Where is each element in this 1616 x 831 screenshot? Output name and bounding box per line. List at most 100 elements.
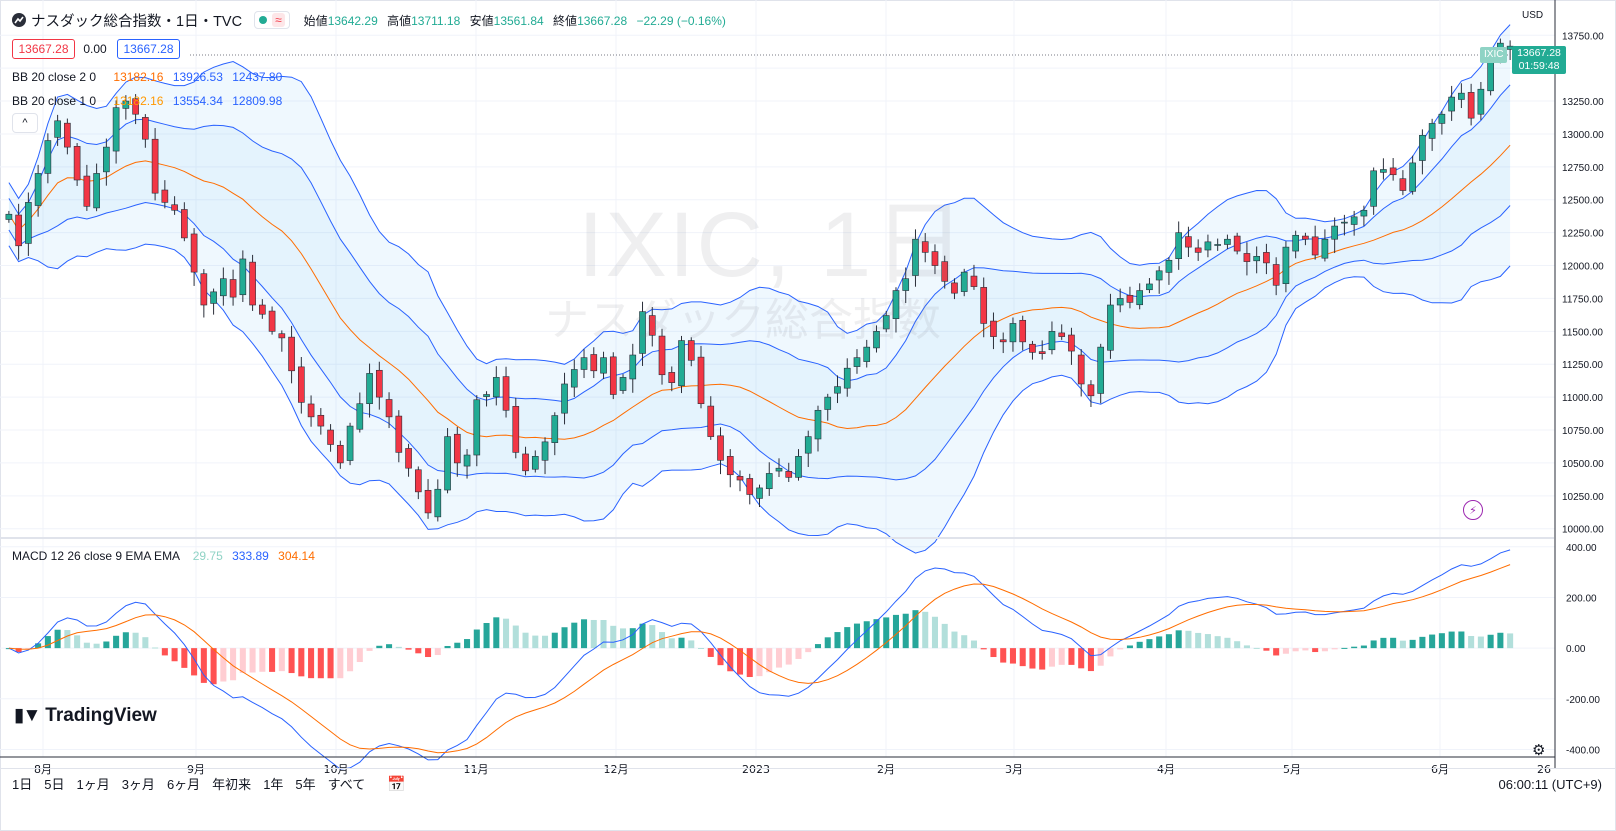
candle-body xyxy=(1194,247,1202,253)
candle-body xyxy=(902,278,910,291)
candle-body xyxy=(268,310,276,332)
candle-body xyxy=(863,346,871,362)
candle-body xyxy=(843,367,851,389)
bb1-legend[interactable]: BB 20 close 1 0 13182.16 13554.34 12809.… xyxy=(12,94,283,108)
time-tick-label: 9月 xyxy=(187,763,205,776)
bb2-legend[interactable]: BB 20 close 2 0 13182.16 13926.53 12437.… xyxy=(12,70,283,84)
candle-body xyxy=(590,354,598,372)
macd-hist-bar xyxy=(464,639,471,649)
tf-1m[interactable]: 1ヶ月 xyxy=(76,777,110,792)
calendar-range-icon[interactable]: 📅 xyxy=(387,775,406,793)
market-status-pill[interactable]: ≈ xyxy=(254,11,290,29)
change-value: −22.29 (−0.16%) xyxy=(636,13,726,28)
candle-body xyxy=(717,435,724,461)
timeframe-selector: 1日 5日 1ヶ月 3ヶ月 6ヶ月 年初来 1年 5年 すべて 📅 xyxy=(12,774,418,793)
macd-hist-bar xyxy=(756,648,763,677)
candle-body xyxy=(1302,235,1309,240)
macd-hist-bar xyxy=(347,648,354,672)
macd-hist-bar xyxy=(220,648,227,682)
macd-hist-bar xyxy=(649,625,656,649)
candle-body xyxy=(668,372,676,383)
candle-body xyxy=(54,120,61,138)
macd-hist-bar xyxy=(366,648,373,651)
candle-body xyxy=(288,336,295,372)
tf-all[interactable]: すべて xyxy=(327,777,366,792)
macd-hist-bar xyxy=(210,648,217,685)
lightning-icon[interactable]: ⚡ xyxy=(1463,500,1483,520)
candle-body xyxy=(239,258,247,296)
candle-body xyxy=(356,403,364,430)
candle-body xyxy=(375,369,383,398)
macd-hist-bar xyxy=(200,648,207,683)
macd-hist-bar xyxy=(1078,648,1085,669)
tf-ytd[interactable]: 年初来 xyxy=(212,777,252,792)
candle-body xyxy=(873,331,880,349)
candle-body xyxy=(453,433,461,464)
clock-readout[interactable]: 06:00:11 (UTC+9) xyxy=(1498,777,1602,792)
candle-body xyxy=(541,441,549,461)
tf-5y[interactable]: 5年 xyxy=(295,777,316,792)
candle-body xyxy=(161,189,169,203)
bottom-toolbar xyxy=(0,768,1616,830)
candle-body xyxy=(122,100,130,109)
tf-3m[interactable]: 3ヶ月 xyxy=(121,777,155,792)
axis-labels: 10000.00 10250.00 10500.00 10750.00 11000.00… xyxy=(34,31,1604,776)
candle-body xyxy=(220,278,227,297)
candle-body xyxy=(492,377,500,398)
macd-hist-bar xyxy=(1156,636,1163,649)
candle-body xyxy=(1263,252,1270,264)
currency-label[interactable]: USD xyxy=(1522,10,1544,21)
candle-body xyxy=(1214,244,1221,246)
tf-1y[interactable]: 1年 xyxy=(263,777,284,792)
candle-body xyxy=(307,403,315,418)
buy-price-box[interactable]: 13667.28 xyxy=(117,39,180,59)
macd-hist-bar xyxy=(356,648,363,663)
candle-body xyxy=(1058,332,1066,337)
settings-gear-icon[interactable]: ⚙ xyxy=(1532,742,1546,759)
macd-hist-bar xyxy=(1370,640,1377,649)
candle-body xyxy=(502,376,510,411)
macd-hist-bar xyxy=(35,643,42,649)
macd-hist-bar xyxy=(590,619,597,649)
macd-hist-bar xyxy=(434,648,441,656)
candle-body xyxy=(1467,92,1475,119)
candle-body xyxy=(697,356,705,405)
tradingview-logo[interactable]: ▮▼ TradingView xyxy=(14,704,157,727)
macd-hist-bar xyxy=(1390,637,1397,649)
macd-hist-bar xyxy=(1487,634,1494,649)
candle-body xyxy=(687,340,695,361)
macd-legend[interactable]: MACD 12 26 close 9 EMA EMA 29.75 333.89 … xyxy=(12,549,315,563)
candle-body xyxy=(990,320,997,337)
tf-1d[interactable]: 1日 xyxy=(12,777,33,792)
candle-body xyxy=(132,98,139,115)
candle-body xyxy=(395,415,403,453)
macd-line xyxy=(8,549,1511,770)
candle-body xyxy=(278,333,286,339)
candle-body xyxy=(1311,236,1319,256)
candle-body xyxy=(34,173,42,206)
candle-body xyxy=(522,453,529,472)
candle-body xyxy=(639,311,646,354)
macd-hist-bar xyxy=(132,632,139,649)
macd-hist-bar xyxy=(191,648,198,676)
symbol-title[interactable]: ナスダック総合指数・1日・TVC xyxy=(31,13,243,30)
candle-body xyxy=(1038,351,1046,355)
macd-hist-bar xyxy=(1429,634,1436,649)
candle-body xyxy=(1077,354,1085,385)
macd-hist-bar xyxy=(1302,648,1309,651)
sell-price-box[interactable]: 13667.28 xyxy=(12,39,75,59)
watermark-symbol: IXIC, 1日 xyxy=(578,194,968,296)
candle-body xyxy=(765,473,773,490)
collapse-legend-button[interactable]: ^ xyxy=(12,113,38,133)
macd-hist-bar xyxy=(337,648,344,679)
price-tick-label: 11500.00 xyxy=(1562,327,1603,338)
macd-hist-bar xyxy=(1380,637,1387,649)
candle-body xyxy=(1448,96,1455,112)
candle-body xyxy=(1292,234,1299,252)
tf-6m[interactable]: 6ヶ月 xyxy=(166,777,201,792)
tf-5d[interactable]: 5日 xyxy=(44,777,65,792)
macd-hist-bar xyxy=(1117,648,1124,650)
candle-body xyxy=(941,261,949,282)
macd-hist-bar xyxy=(308,648,315,679)
